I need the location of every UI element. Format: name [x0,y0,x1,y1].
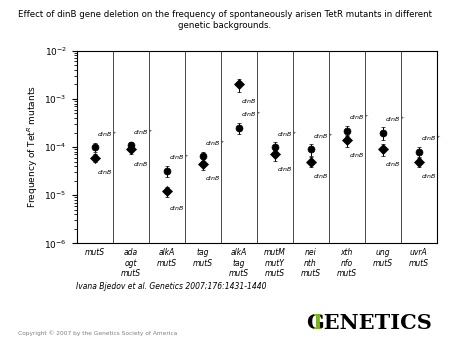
Text: $dinB$: $dinB$ [133,160,149,168]
Text: Copyright © 2007 by the Genetics Society of America: Copyright © 2007 by the Genetics Society… [18,330,177,336]
Text: $dinB^+$: $dinB^+$ [133,128,154,137]
Text: $dinB^+$: $dinB^+$ [169,153,190,162]
Text: $dinB^+$: $dinB^+$ [349,113,370,122]
Text: $dinB$: $dinB$ [277,165,293,173]
Text: $dinB^+$: $dinB^+$ [313,132,334,141]
Text: $dinB$: $dinB$ [97,168,113,176]
Text: GENETICS: GENETICS [306,313,432,333]
Text: $dinB^+$: $dinB^+$ [97,130,118,139]
Text: $dinB^+$: $dinB^+$ [241,111,262,119]
Text: $dinB$: $dinB$ [349,151,365,159]
Text: $dinB^+$: $dinB^+$ [421,134,442,143]
Text: Ivana Bjedov et al. Genetics 2007;176:1431-1440: Ivana Bjedov et al. Genetics 2007;176:14… [76,282,267,291]
Text: I: I [313,313,323,333]
Text: $dinB$: $dinB$ [169,204,185,212]
Text: Effect of dinB gene deletion on the frequency of spontaneously arisen TetR mutan: Effect of dinB gene deletion on the freq… [18,10,432,29]
Y-axis label: Frequency of Tet$^R$ mutants: Frequency of Tet$^R$ mutants [26,86,40,209]
Text: $dinB^+$: $dinB^+$ [277,130,298,139]
Text: $dinB$: $dinB$ [421,172,437,180]
Text: $dinB^+$: $dinB^+$ [205,139,226,148]
Text: $dinB$: $dinB$ [205,174,221,183]
Text: $dinB$: $dinB$ [385,160,401,168]
Text: $dinB$: $dinB$ [313,172,329,180]
Text: $dinB^+$: $dinB^+$ [385,115,406,124]
Text: $dinB$: $dinB$ [241,97,257,105]
